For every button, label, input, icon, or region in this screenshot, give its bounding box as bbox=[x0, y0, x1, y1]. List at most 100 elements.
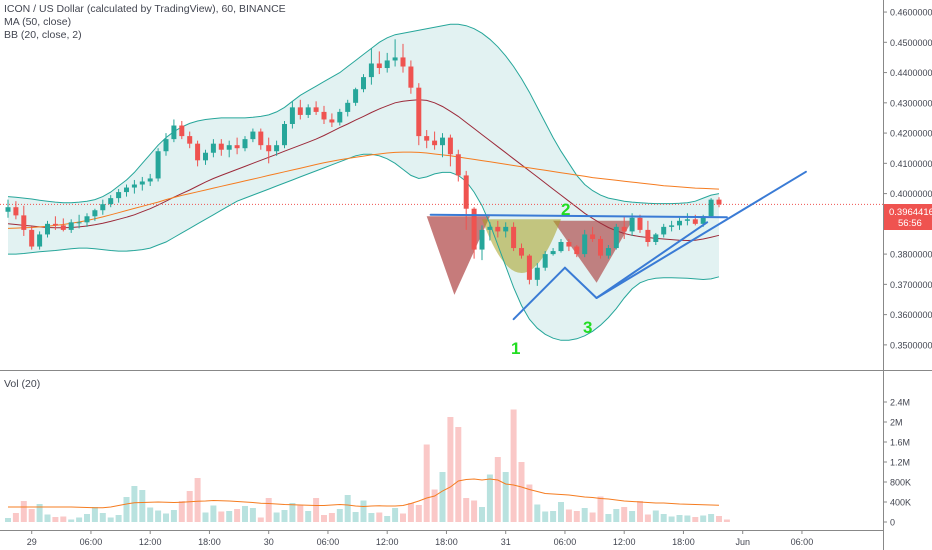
candle[interactable] bbox=[171, 119, 177, 143]
volume-bar[interactable] bbox=[5, 518, 11, 522]
volume-bar[interactable] bbox=[534, 504, 541, 523]
candle[interactable] bbox=[5, 199, 11, 218]
candle[interactable] bbox=[661, 223, 667, 238]
volume-bar[interactable] bbox=[716, 516, 722, 522]
volume-bar[interactable] bbox=[676, 515, 683, 522]
volume-bar[interactable] bbox=[155, 510, 162, 523]
candle[interactable] bbox=[368, 48, 374, 85]
trend-lines[interactable] bbox=[429, 170, 807, 321]
candle[interactable] bbox=[108, 195, 114, 208]
candle[interactable] bbox=[511, 222, 517, 252]
volume-bar[interactable] bbox=[297, 505, 304, 523]
volume-bar[interactable] bbox=[44, 514, 51, 523]
volume-bar[interactable] bbox=[60, 516, 67, 523]
candle[interactable] bbox=[345, 99, 351, 117]
candle[interactable] bbox=[258, 128, 264, 150]
candle[interactable] bbox=[187, 131, 193, 149]
volume-bar[interactable] bbox=[360, 500, 367, 523]
candle[interactable] bbox=[495, 220, 501, 238]
volume-bar[interactable] bbox=[344, 495, 351, 522]
bb-indicator-label[interactable]: BB (20, close, 2) bbox=[4, 29, 82, 41]
volume-bar[interactable] bbox=[613, 509, 620, 522]
wave-segment-1[interactable] bbox=[512, 266, 566, 321]
candle[interactable] bbox=[645, 220, 651, 247]
candle[interactable] bbox=[116, 189, 122, 203]
volume-bar[interactable] bbox=[305, 511, 312, 522]
volume-bar[interactable] bbox=[502, 472, 509, 522]
volume-bar[interactable] bbox=[652, 510, 659, 523]
volume-bar[interactable] bbox=[249, 508, 256, 522]
candle[interactable] bbox=[21, 205, 27, 236]
candle[interactable] bbox=[716, 197, 722, 208]
volume-bar[interactable] bbox=[321, 515, 327, 522]
candle[interactable] bbox=[163, 133, 169, 156]
candle[interactable] bbox=[392, 39, 398, 67]
volume-bar[interactable] bbox=[494, 457, 501, 522]
candle[interactable] bbox=[621, 216, 627, 239]
candle[interactable] bbox=[526, 254, 532, 285]
volume-bar[interactable] bbox=[455, 427, 462, 522]
candle[interactable] bbox=[147, 173, 153, 187]
volume-bar[interactable] bbox=[597, 496, 604, 523]
volume-bar[interactable] bbox=[526, 484, 533, 523]
volume-bar[interactable] bbox=[170, 510, 177, 522]
volume-bar[interactable] bbox=[700, 515, 707, 523]
volume-bar[interactable] bbox=[558, 502, 564, 522]
candle[interactable] bbox=[13, 201, 19, 220]
candle[interactable] bbox=[68, 219, 74, 233]
candle[interactable] bbox=[313, 101, 319, 115]
candle[interactable] bbox=[684, 213, 690, 226]
candle[interactable] bbox=[45, 220, 50, 238]
candle[interactable] bbox=[637, 214, 643, 233]
candle[interactable] bbox=[708, 198, 714, 218]
candle[interactable] bbox=[400, 43, 406, 73]
volume-bar[interactable] bbox=[708, 514, 715, 522]
bb-lower-line[interactable] bbox=[8, 153, 720, 341]
volume-bar[interactable] bbox=[668, 516, 675, 523]
candle[interactable] bbox=[424, 130, 430, 149]
volume-bar[interactable] bbox=[202, 512, 209, 523]
volume-bar[interactable] bbox=[644, 514, 651, 523]
candle[interactable] bbox=[440, 133, 445, 158]
volume-bar[interactable] bbox=[581, 508, 588, 522]
uptrend-line[interactable] bbox=[595, 170, 807, 299]
volume-bar[interactable] bbox=[479, 507, 485, 522]
volume-bar[interactable] bbox=[550, 511, 557, 522]
volume-bar[interactable] bbox=[573, 511, 580, 522]
candle[interactable] bbox=[542, 251, 548, 271]
candle[interactable] bbox=[305, 104, 311, 118]
volume-bar[interactable] bbox=[471, 500, 478, 523]
volume-bar[interactable] bbox=[723, 519, 730, 523]
volume-bar[interactable] bbox=[76, 517, 83, 523]
symbol-title[interactable]: ICON / US Dollar (calculated by TradingV… bbox=[4, 3, 286, 15]
volume-bar[interactable] bbox=[186, 491, 193, 522]
candle[interactable] bbox=[353, 87, 359, 106]
candle[interactable] bbox=[669, 220, 675, 232]
volume-indicator-label[interactable]: Vol (20) bbox=[4, 378, 41, 390]
volume-bar[interactable] bbox=[400, 513, 406, 523]
candle[interactable] bbox=[242, 136, 248, 152]
volume-bar[interactable] bbox=[273, 512, 280, 523]
candle[interactable] bbox=[677, 217, 682, 230]
candle[interactable] bbox=[179, 120, 185, 140]
candle[interactable] bbox=[361, 74, 366, 93]
volume-bar[interactable] bbox=[281, 510, 288, 522]
volume-ma-polyline[interactable] bbox=[8, 478, 720, 509]
candle[interactable] bbox=[550, 248, 556, 256]
candle[interactable] bbox=[195, 140, 201, 167]
candle[interactable] bbox=[76, 214, 82, 229]
volume-bar[interactable] bbox=[629, 511, 636, 522]
volume-bar[interactable] bbox=[226, 511, 233, 522]
volume-bar[interactable] bbox=[415, 505, 422, 522]
candle[interactable] bbox=[653, 232, 659, 246]
candle[interactable] bbox=[139, 176, 145, 191]
candle[interactable] bbox=[226, 140, 232, 158]
volume-bar[interactable] bbox=[123, 497, 130, 522]
volume-bar[interactable] bbox=[328, 513, 335, 522]
candle[interactable] bbox=[487, 222, 493, 241]
candle[interactable] bbox=[234, 137, 240, 155]
time-axis[interactable]: 29 06:00 12:00 18:00 30 06:00 12:00 18:00 31 06:0… bbox=[27, 530, 814, 547]
candle[interactable] bbox=[203, 149, 208, 165]
volume-bar[interactable] bbox=[115, 515, 122, 522]
